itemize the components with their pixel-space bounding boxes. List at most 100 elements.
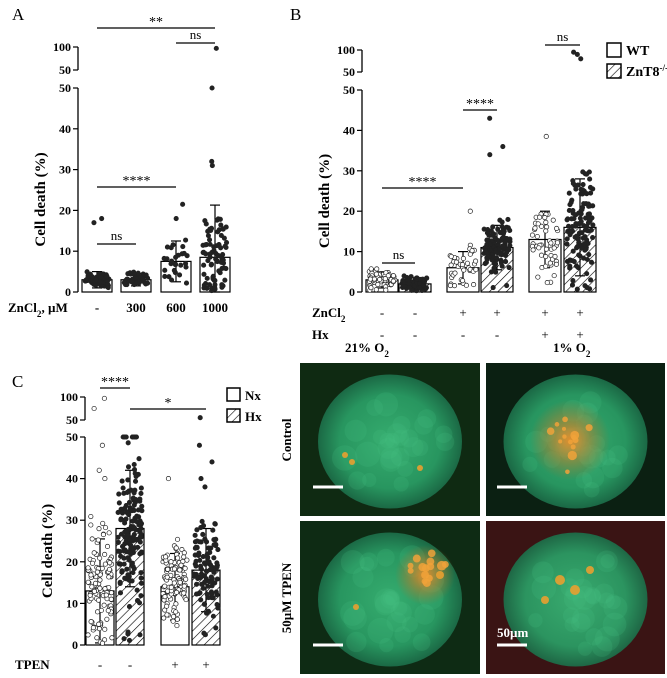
data-point xyxy=(102,586,108,592)
data-point xyxy=(538,223,545,229)
cell-texture xyxy=(594,583,615,604)
data-point xyxy=(97,555,103,561)
hx-cell: - xyxy=(495,327,499,342)
data-point xyxy=(207,241,213,247)
data-point xyxy=(94,635,100,641)
y-tick-label: 50 xyxy=(59,81,71,95)
significance-label: ns xyxy=(111,228,123,243)
data-point xyxy=(126,557,132,563)
data-point xyxy=(135,544,141,550)
y-tick-label: 40 xyxy=(343,123,355,137)
hx-cell: + xyxy=(541,327,548,342)
zinc-granule xyxy=(412,554,421,563)
data-point xyxy=(128,506,134,512)
data-point xyxy=(588,190,594,196)
data-point xyxy=(198,524,204,531)
data-point xyxy=(133,496,139,503)
significance-label: ns xyxy=(393,247,405,262)
data-point xyxy=(543,219,549,225)
data-point xyxy=(417,285,423,291)
data-point xyxy=(208,262,214,268)
data-point xyxy=(173,216,179,222)
data-point xyxy=(138,593,144,599)
data-point xyxy=(192,545,198,551)
data-point xyxy=(102,626,108,632)
cell-texture xyxy=(603,595,628,620)
data-point xyxy=(193,563,199,569)
data-point xyxy=(181,250,187,256)
data-point xyxy=(211,537,217,543)
data-point xyxy=(401,283,407,289)
legend-swatch-hx xyxy=(226,408,241,423)
data-point xyxy=(135,471,141,478)
cell-texture xyxy=(435,432,455,452)
data-point xyxy=(128,487,134,493)
tpen-cell: - xyxy=(98,657,102,672)
zinc-granule xyxy=(554,422,560,427)
tpen-cell: + xyxy=(202,657,209,672)
cell-texture xyxy=(355,441,381,467)
cell-texture xyxy=(393,476,409,492)
data-point xyxy=(122,529,128,535)
data-point xyxy=(377,276,383,283)
data-point xyxy=(164,612,170,618)
cell-texture xyxy=(598,592,615,609)
data-point xyxy=(177,567,183,573)
cell-texture xyxy=(414,416,433,435)
data-point xyxy=(134,513,140,519)
data-point xyxy=(197,415,203,421)
data-point xyxy=(484,256,490,262)
data-point xyxy=(451,283,458,289)
data-point xyxy=(569,223,575,230)
data-point xyxy=(203,251,209,257)
data-point xyxy=(169,277,175,283)
cell-texture xyxy=(372,429,388,445)
data-point xyxy=(172,261,178,267)
y-axis-label: Cell death (%) xyxy=(317,154,333,248)
data-point xyxy=(121,280,127,286)
y-tick-label: 40 xyxy=(59,122,71,136)
data-point xyxy=(420,282,426,289)
hx-cell: - xyxy=(461,327,465,342)
data-point xyxy=(88,619,94,625)
cell-texture xyxy=(373,392,399,417)
y-tick-label: 50 xyxy=(66,413,78,427)
data-point xyxy=(197,590,203,596)
data-point xyxy=(385,273,391,279)
cell-texture xyxy=(562,607,580,624)
data-point xyxy=(178,562,184,568)
data-point xyxy=(209,579,215,585)
data-point xyxy=(502,238,508,245)
data-point xyxy=(202,632,208,638)
data-point xyxy=(94,569,101,575)
data-point xyxy=(131,461,137,468)
data-point xyxy=(143,272,149,278)
data-point xyxy=(131,282,137,288)
data-point xyxy=(209,158,215,164)
hx-cell: - xyxy=(380,327,384,342)
data-point xyxy=(116,561,122,567)
panel-a: A 0 10 20 30 40 50 50 100 Cell death (%) - 300 600 10… xyxy=(8,5,231,319)
data-point xyxy=(117,579,123,585)
data-point xyxy=(544,280,550,286)
data-point xyxy=(130,518,136,524)
data-point xyxy=(209,85,215,91)
cell-texture xyxy=(403,436,424,458)
data-point xyxy=(119,478,125,484)
data-point xyxy=(85,632,91,638)
data-point xyxy=(503,259,509,265)
micrograph-panel: 50µm 21% O2 1% O2 Control 50µM TPEN xyxy=(279,340,665,674)
data-point xyxy=(578,219,584,225)
zinc-granule xyxy=(570,444,576,450)
data-point xyxy=(222,277,228,283)
y-tick-label: 0 xyxy=(72,638,78,652)
zinc-granule xyxy=(421,578,428,585)
data-point xyxy=(504,249,510,255)
data-point xyxy=(504,282,510,289)
data-point xyxy=(205,233,211,239)
tpen-cell: + xyxy=(171,657,178,672)
data-point xyxy=(100,520,106,526)
hx-cell: - xyxy=(413,327,417,342)
data-point xyxy=(183,597,189,603)
data-point xyxy=(170,242,176,248)
